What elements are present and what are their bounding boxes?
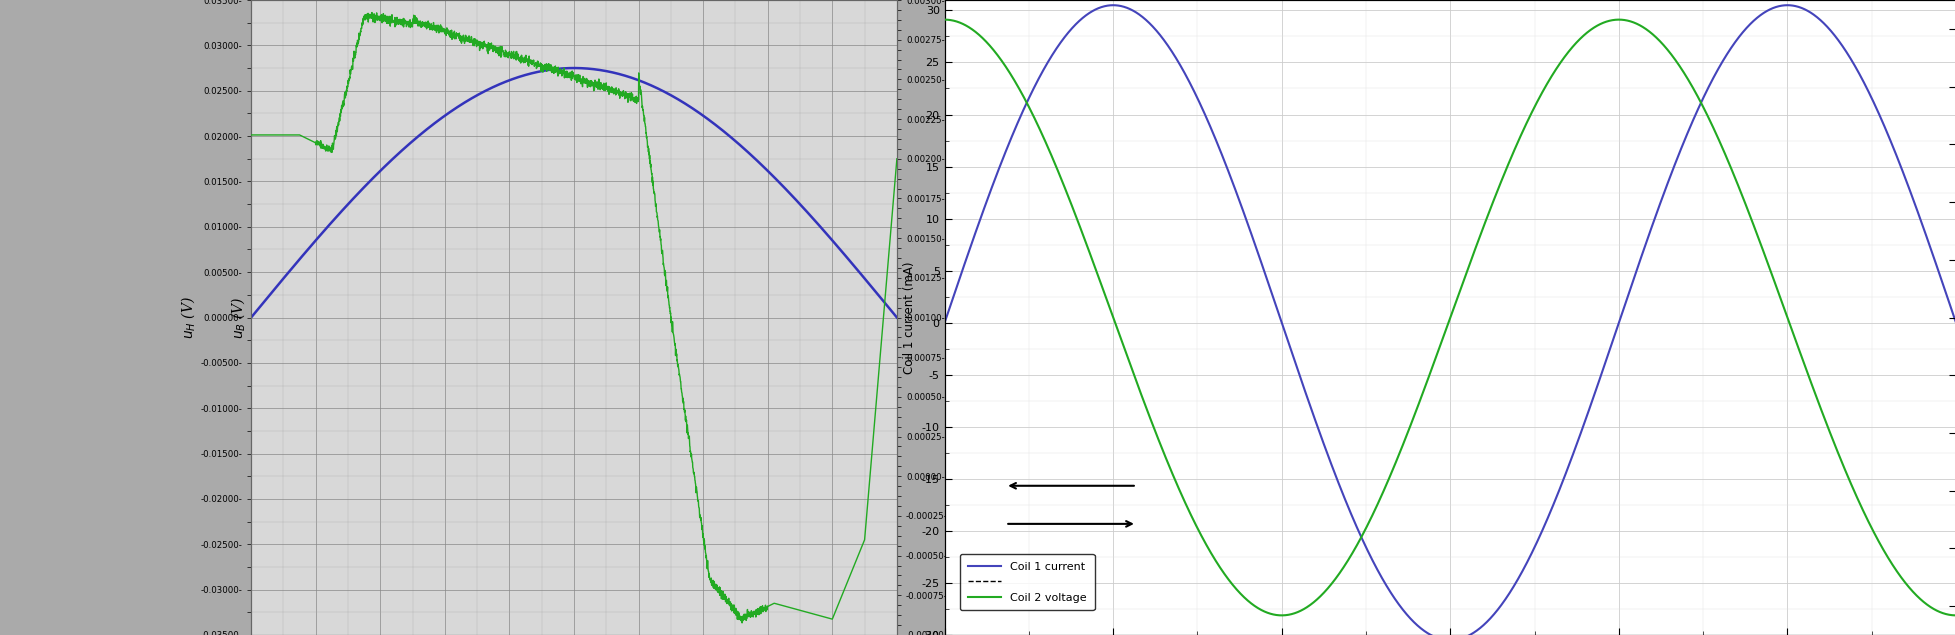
Text: $u_H$ (V): $u_H$ (V) [180, 296, 197, 339]
Text: $u_B$ (V): $u_B$ (V) [229, 297, 248, 338]
Y-axis label: Coil 1 current (mA): Coil 1 current (mA) [903, 261, 915, 374]
Legend: Coil 1 current, , Coil 2 voltage: Coil 1 current, , Coil 2 voltage [960, 554, 1095, 610]
